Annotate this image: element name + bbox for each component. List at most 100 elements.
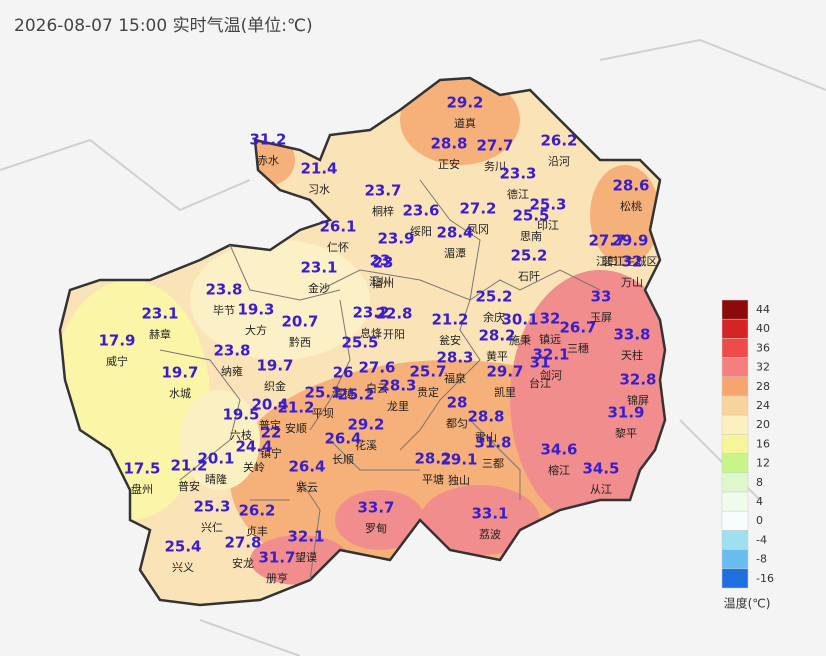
station-name: 水城 — [169, 387, 191, 400]
station-temp: 33.8 — [613, 326, 650, 344]
neighbor-border — [0, 38, 826, 657]
legend-label: 36 — [756, 341, 770, 354]
station-name: 仁怀 — [327, 241, 349, 254]
station-temp: 20.7 — [281, 313, 318, 331]
station-temp: 34.6 — [540, 441, 577, 459]
station-name: 凤冈 — [467, 223, 489, 236]
station-name: 湄潭 — [444, 247, 466, 260]
station-temp: 23.6 — [402, 202, 439, 220]
station-temp: 31 — [530, 354, 551, 372]
station-temp: 28.3 — [436, 349, 473, 367]
station-temp: 27.6 — [358, 359, 395, 377]
station-temp: 28 — [447, 394, 468, 412]
station-name: 沿河 — [548, 155, 570, 168]
county-borders — [159, 179, 601, 581]
station-temp: 19.5 — [222, 406, 259, 424]
station-name: 金沙 — [308, 281, 330, 295]
station-temp: 29.9 — [611, 232, 648, 250]
legend-swatch — [721, 491, 749, 512]
station-temp: 31.9 — [607, 404, 644, 422]
station-temp: 31.8 — [474, 434, 511, 452]
station-temp: 33 — [591, 288, 612, 306]
legend-swatch — [721, 510, 749, 531]
station-name: 清镇 — [332, 386, 354, 400]
legend-swatch — [721, 338, 749, 358]
station-temp: 28.8 — [467, 408, 504, 426]
station-temp: 23 — [373, 254, 394, 272]
station-temp: 20.1 — [197, 450, 234, 468]
station-temp: 23.8 — [205, 281, 242, 299]
legend-label: 4 — [756, 495, 763, 508]
station-name: 贞丰 — [246, 524, 268, 538]
station-temp: 29.7 — [486, 363, 523, 381]
station-name: 思南 — [520, 230, 542, 243]
legend-swatch — [721, 299, 749, 320]
station-name: 凯里 — [494, 386, 516, 399]
station-name: 独山 — [448, 474, 470, 487]
station-name: 安龙 — [232, 556, 254, 570]
station-name: 贵定 — [417, 385, 439, 399]
station-temp: 31.7 — [258, 549, 295, 567]
legend-swatch — [721, 453, 749, 474]
legend-swatch — [721, 395, 749, 416]
station-temp: 32.8 — [619, 371, 656, 389]
station-temp: 21.2 — [431, 311, 468, 329]
station-name: 三穗 — [567, 342, 589, 355]
station-temp: 32.1 — [287, 528, 324, 546]
station-temp: 26.2 — [238, 502, 275, 520]
province-outline — [58, 76, 667, 607]
station-name: 六枝 — [230, 428, 252, 442]
legend-label: 40 — [756, 322, 770, 335]
station-temp: 24.4 — [235, 438, 272, 456]
station-temp: 26 — [333, 364, 354, 382]
legend-label: -16 — [756, 572, 774, 585]
station-name: 正安 — [438, 157, 460, 171]
station-name: 瓮安 — [439, 333, 461, 347]
station-name: 印江 — [537, 219, 559, 232]
legend-label: 0 — [756, 514, 763, 527]
station-temp: 23.9 — [377, 230, 414, 248]
legend-label: -4 — [756, 533, 767, 546]
station-temp: 22.8 — [375, 305, 412, 323]
station-temp: 28.2 — [414, 450, 451, 468]
station-temp: 27.2 — [459, 200, 496, 218]
station-name: 普安 — [178, 479, 200, 493]
station-name: 龙里 — [387, 400, 409, 413]
station-temp: 28.3 — [379, 377, 416, 395]
station-temp: 28.8 — [430, 135, 467, 153]
station-name: 织金 — [264, 379, 286, 393]
station-temp: 25.3 — [529, 196, 566, 214]
station-temp: 20.4 — [251, 396, 288, 414]
legend-label: 8 — [756, 476, 763, 489]
station-name: 德江 — [507, 187, 529, 201]
station-temp: 32 — [540, 310, 561, 328]
station-name: 松桃 — [620, 199, 642, 213]
station-temp: 25.4 — [164, 538, 201, 556]
station-name: 赤水 — [257, 154, 279, 167]
station-name: 锦屏 — [627, 393, 649, 407]
station-name: 镇远 — [539, 332, 561, 346]
station-name: 黔西 — [289, 335, 311, 349]
station-name: 盘州 — [131, 482, 153, 496]
station-name: 晴隆 — [205, 472, 227, 486]
station-temp: 17.9 — [98, 332, 135, 350]
station-temp: 27.7 — [476, 137, 513, 155]
station-name: 桐梓 — [372, 204, 394, 218]
station-name: 花溪 — [355, 439, 377, 452]
station-name: 从江 — [590, 483, 612, 496]
station-name: 赫章 — [149, 327, 171, 341]
station-temp: 25.2 — [510, 247, 547, 265]
station-name: 紫云 — [296, 481, 318, 494]
legend-label: 32 — [756, 361, 770, 374]
legend-swatch — [721, 318, 749, 339]
station-name: 普定 — [259, 418, 281, 432]
station-name: 毕节 — [213, 304, 235, 317]
station-name: 荔波 — [479, 528, 501, 541]
station-temp: 34.5 — [582, 460, 619, 478]
station-temp: 28.6 — [612, 177, 649, 195]
legend-swatch — [721, 434, 749, 454]
station-temp: 28.2 — [478, 327, 515, 345]
station-temp: 23.8 — [213, 342, 250, 360]
station-name: 雷山 — [475, 431, 497, 444]
